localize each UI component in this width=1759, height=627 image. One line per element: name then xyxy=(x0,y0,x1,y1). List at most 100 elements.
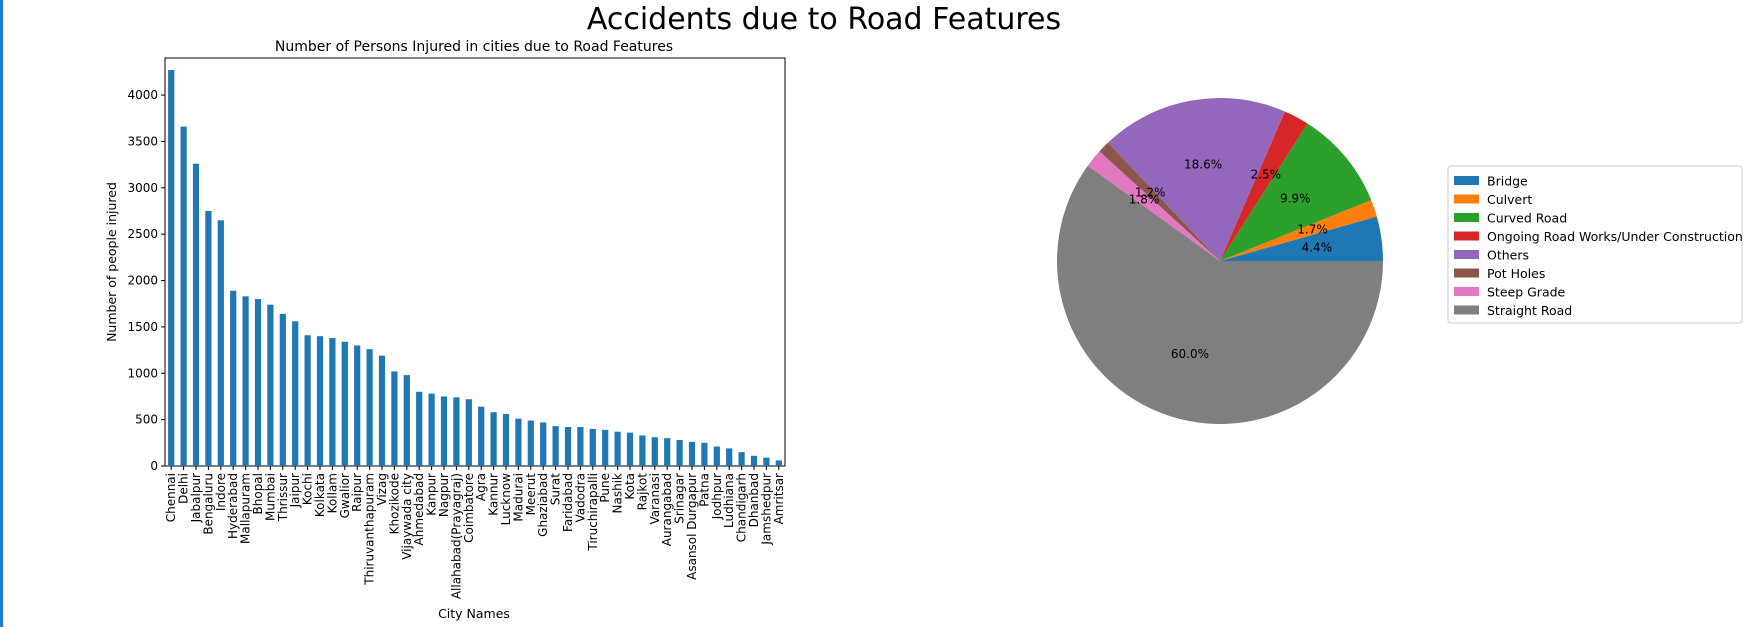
legend-label: Others xyxy=(1487,248,1529,263)
x-tick-label: Chandigarh xyxy=(735,473,749,542)
legend-label: Steep Grade xyxy=(1487,285,1566,300)
pie-wedge xyxy=(1087,151,1220,261)
bar xyxy=(329,338,336,466)
x-tick-label: Jaipur xyxy=(288,473,302,508)
bar xyxy=(192,163,200,466)
pie-percent-labels: 4.4% 1.7% 9.9% 2.5% 18.6% 1.2%1.8% 60.0% xyxy=(1129,158,1332,361)
bar xyxy=(428,393,435,466)
bar xyxy=(440,396,448,466)
bar xyxy=(775,460,782,466)
y-axis-label: Number of people injured xyxy=(104,182,119,342)
bar xyxy=(478,406,485,466)
legend-label: Ongoing Road Works/Under Construction xyxy=(1487,229,1743,244)
bar xyxy=(292,321,299,466)
x-tick-label: Jabalpur xyxy=(189,473,203,523)
bar xyxy=(750,455,758,466)
legend-swatch xyxy=(1454,305,1479,315)
x-tick-label: Mumbai xyxy=(263,473,277,521)
bar xyxy=(465,399,472,466)
bar xyxy=(639,435,646,466)
y-tick-label: 3500 xyxy=(127,134,158,148)
x-tick-label: Hyderabad xyxy=(226,473,240,539)
pie-percent-label: 4.4% xyxy=(1302,241,1333,255)
x-tick-label: Jamshedpur xyxy=(759,473,773,546)
bar xyxy=(664,438,671,466)
x-tick-label: Ghaziabad xyxy=(536,473,550,537)
bar xyxy=(626,432,634,466)
pie-percent-label: 1.2% xyxy=(1135,186,1166,200)
legend-label: Straight Road xyxy=(1487,303,1572,318)
legend-swatch xyxy=(1454,231,1479,241)
pie-percent-label: 60.0% xyxy=(1171,347,1209,361)
bar xyxy=(527,420,534,466)
bar xyxy=(180,126,187,467)
x-tick-label: Mallapuram xyxy=(239,473,253,544)
pie-percent-label: 2.5% xyxy=(1251,168,1282,182)
x-tick-label: Khozikode xyxy=(387,473,401,534)
legend-swatch xyxy=(1454,250,1479,259)
x-axis-label: City Names xyxy=(438,606,510,621)
bar-plot-frame xyxy=(164,57,786,467)
x-tick-label: Meerut xyxy=(524,473,538,516)
pie-percent-label: 9.9% xyxy=(1280,191,1311,205)
x-tick-label: Srinagar xyxy=(673,473,687,524)
x-tick-label: Delhi xyxy=(177,473,191,504)
y-tick-label: 3000 xyxy=(127,181,158,195)
y-tick-label: 500 xyxy=(135,413,158,427)
x-tick-label: Rajkot xyxy=(635,473,649,511)
bar xyxy=(589,428,596,466)
bar xyxy=(354,345,361,466)
bar xyxy=(279,313,286,466)
bar xyxy=(713,446,720,466)
y-axis-ticks: 0 500 1000 1500 2000 2500 3000 3500 4000 xyxy=(127,88,165,473)
legend-label: Pot Holes xyxy=(1487,266,1545,281)
bar xyxy=(403,375,410,466)
x-tick-label: Faridabad xyxy=(561,473,575,532)
bar xyxy=(316,336,324,466)
bar xyxy=(341,341,348,466)
pie-wedge xyxy=(1220,200,1377,261)
figure-title: Accidents due to Road Features xyxy=(587,2,1061,37)
bar xyxy=(602,429,609,466)
bar xyxy=(490,412,497,466)
x-tick-label: Surat xyxy=(549,473,563,506)
bar xyxy=(502,414,510,466)
pie-percent-label: 1.8% xyxy=(1129,192,1160,206)
bar xyxy=(267,304,274,466)
bar xyxy=(453,397,460,466)
window-left-edge xyxy=(0,0,3,627)
bar xyxy=(614,431,621,466)
y-tick-label: 4000 xyxy=(127,88,158,102)
x-tick-label: Kollam xyxy=(325,473,339,513)
bar xyxy=(651,437,658,466)
pie-wedge xyxy=(1220,111,1308,262)
bar xyxy=(540,422,547,466)
x-tick-label: Kannur xyxy=(487,473,501,516)
x-tick-label: Kochi xyxy=(301,473,315,505)
x-tick-label: Gwalior xyxy=(338,473,352,518)
y-tick-label: 2000 xyxy=(127,274,158,288)
x-tick-label: Kolkata xyxy=(313,473,327,517)
x-tick-label: Thiruvanthapuram xyxy=(363,473,377,586)
pie-percent-label: 18.6% xyxy=(1184,158,1222,172)
bar-chart: Number of Persons Injured in cities due … xyxy=(104,39,786,621)
x-tick-label: Pune xyxy=(598,473,612,503)
x-tick-label: Nagpur xyxy=(437,473,451,517)
bar xyxy=(564,427,572,466)
x-tick-label: Agra xyxy=(474,473,488,501)
pie-wedge xyxy=(1220,123,1372,261)
pie-percent-label: 1.7% xyxy=(1297,222,1328,236)
x-tick-label: Bengaluru xyxy=(201,473,215,535)
x-tick-label: Jodhpur xyxy=(710,473,724,520)
bar xyxy=(738,452,745,466)
y-tick-label: 1000 xyxy=(127,366,158,380)
x-tick-label: Raipur xyxy=(350,473,364,512)
bar xyxy=(726,448,733,466)
x-tick-label: Kota xyxy=(623,473,637,500)
bar xyxy=(217,220,224,466)
x-tick-label: Allahabad(Prayagraj) xyxy=(449,473,463,599)
pie-wedges xyxy=(1056,97,1383,425)
bar xyxy=(701,442,708,466)
bar xyxy=(676,440,683,466)
bar xyxy=(391,371,398,466)
